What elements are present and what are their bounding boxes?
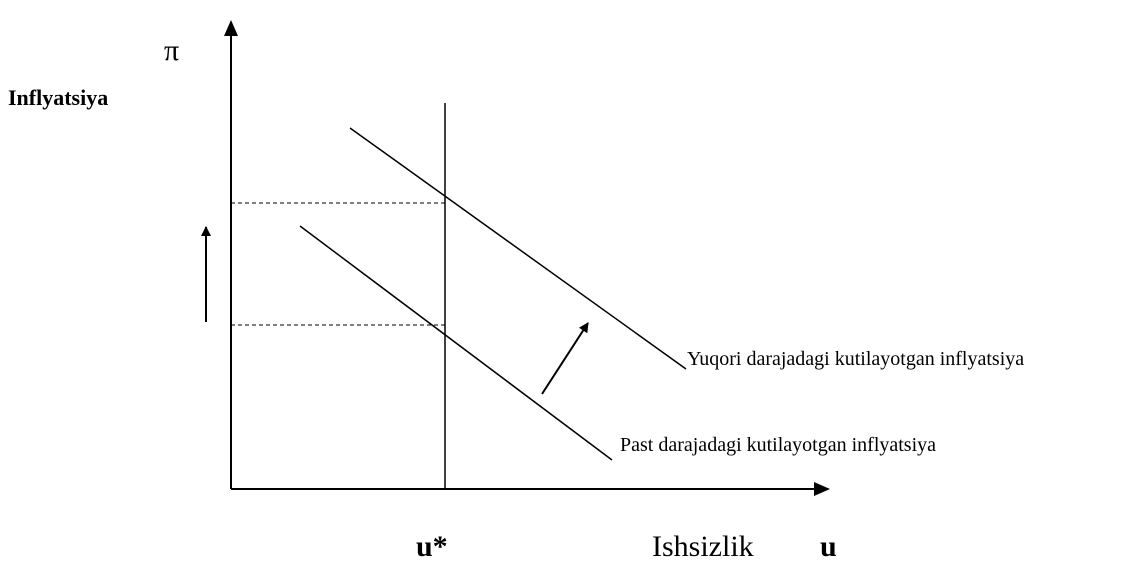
high-curve bbox=[349, 127, 687, 370]
u-star: u* bbox=[416, 530, 448, 563]
y-label: Inflyatsiya bbox=[8, 85, 108, 110]
u-symbol: u bbox=[820, 530, 837, 563]
low-curve bbox=[299, 225, 613, 461]
curve-label: Yuqori darajadagi kutilayotgan inflyatsi… bbox=[687, 348, 1024, 370]
shift-arrow bbox=[541, 322, 589, 395]
x-label: Ishsizlik bbox=[652, 530, 754, 563]
curve-label: Past darajadagi kutilayotgan inflyatsiya bbox=[620, 434, 936, 456]
pi-symbol: π bbox=[164, 34, 179, 67]
